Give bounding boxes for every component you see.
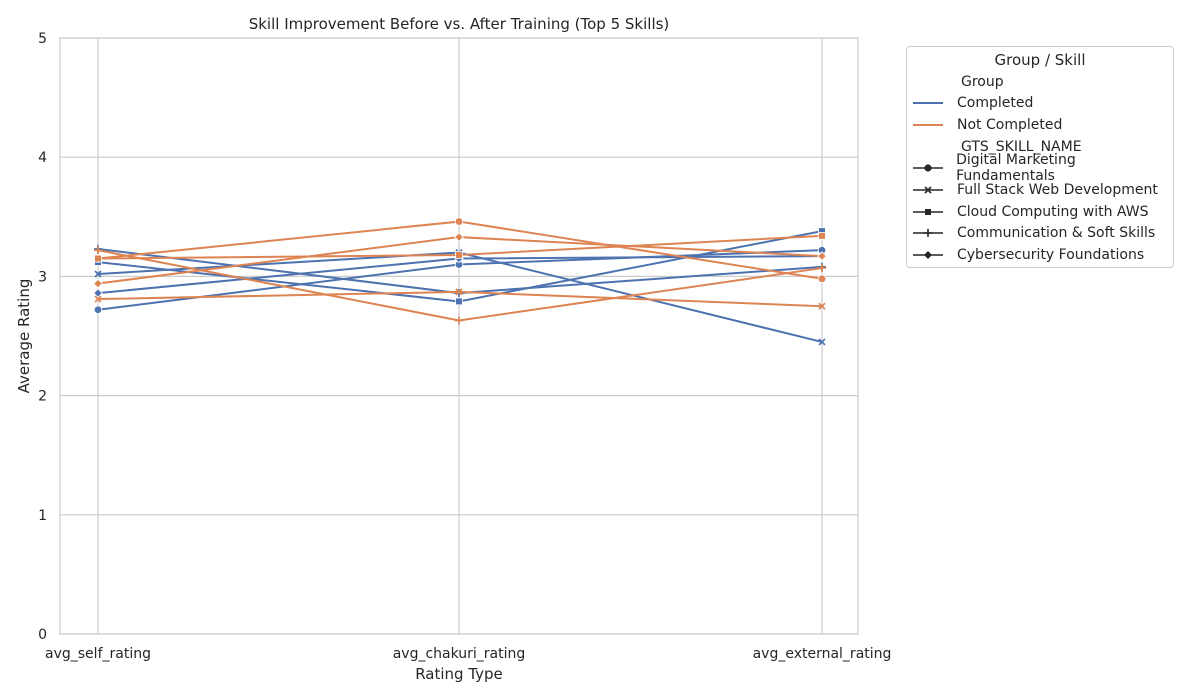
legend-group-header-label: Group (961, 74, 1004, 90)
y-axis-label: Average Rating (15, 279, 33, 394)
data-point (94, 254, 102, 263)
square-marker-icon (913, 209, 943, 215)
x-tick-label: avg_self_rating (45, 646, 151, 662)
legend-title: Group / Skill (994, 51, 1086, 69)
x-marker-icon (913, 186, 943, 194)
legend-group-header: Group (907, 72, 1004, 92)
series-line-group (94, 232, 826, 263)
y-tick-labels: 0 1 2 3 4 5 (38, 31, 47, 643)
data-point (818, 302, 826, 310)
legend-item-communication: Communication & Soft Skills (907, 223, 1155, 243)
legend-label: Cybersecurity Foundations (957, 247, 1145, 263)
legend-item-not-completed: Not Completed (907, 115, 1062, 135)
x-tick-label: avg_chakuri_rating (393, 646, 526, 662)
data-point (455, 297, 463, 306)
data-point (817, 274, 827, 283)
legend-label: Completed (957, 95, 1034, 111)
data-point (455, 251, 463, 259)
legend-skill-header: GTS_SKILL_NAME (907, 137, 1082, 157)
y-tick-label: 3 (38, 269, 47, 285)
plot-area-border (59, 37, 859, 635)
data-point (818, 264, 826, 273)
legend-label: Cloud Computing with AWS (957, 204, 1149, 220)
chart-title: Skill Improvement Before vs. After Train… (249, 15, 670, 33)
legend-label: Communication & Soft Skills (957, 225, 1156, 241)
series-layer (93, 217, 827, 346)
legend-item-completed: Completed (907, 93, 1033, 113)
legend-label: Not Completed (957, 117, 1063, 133)
data-point (817, 251, 827, 261)
legend-item-cloud-aws: Cloud Computing with AWS (907, 202, 1148, 222)
legend-line-swatch (913, 102, 943, 104)
data-point (455, 288, 463, 296)
legend-label: Digital Marketing Fundamentals (956, 152, 1076, 184)
data-point (94, 246, 102, 255)
y-tick-label: 4 (38, 150, 47, 166)
legend-skill-header-label: GTS_SKILL_NAME (961, 139, 1082, 155)
legend-line-swatch (913, 124, 943, 126)
grid-lines (60, 37, 858, 635)
series-line-group (93, 232, 827, 289)
legend: Group / Skill Group Completed Not Comple… (906, 46, 1174, 268)
y-tick-label: 0 (38, 627, 47, 643)
plus-marker-icon (913, 229, 943, 237)
data-point (94, 295, 102, 303)
y-tick-label: 5 (38, 31, 47, 47)
legend-item-full-stack: Full Stack Web Development (907, 180, 1158, 200)
x-axis-label: Rating Type (415, 665, 503, 683)
data-point (455, 316, 463, 325)
legend-item-cybersecurity: Cybersecurity Foundations (907, 245, 1144, 265)
diamond-marker-icon (913, 251, 943, 259)
y-tick-label: 1 (38, 508, 47, 524)
x-tick-labels: avg_self_rating avg_chakuri_rating avg_ext… (45, 646, 891, 662)
x-tick-label: avg_external_rating (753, 646, 892, 662)
y-tick-label: 2 (38, 389, 47, 405)
series-line-group (94, 288, 826, 310)
data-point (93, 288, 103, 298)
data-point (818, 232, 826, 240)
data-point (454, 217, 464, 226)
data-point (93, 278, 103, 289)
data-point (454, 232, 464, 242)
data-point (94, 270, 102, 278)
data-point (818, 338, 826, 346)
data-point (93, 305, 103, 314)
circle-marker-icon (913, 164, 943, 172)
legend-item-digital-marketing: Digital Marketing Fundamentals (907, 152, 1173, 184)
legend-label: Full Stack Web Development (957, 182, 1158, 198)
series-line-group (94, 246, 826, 325)
